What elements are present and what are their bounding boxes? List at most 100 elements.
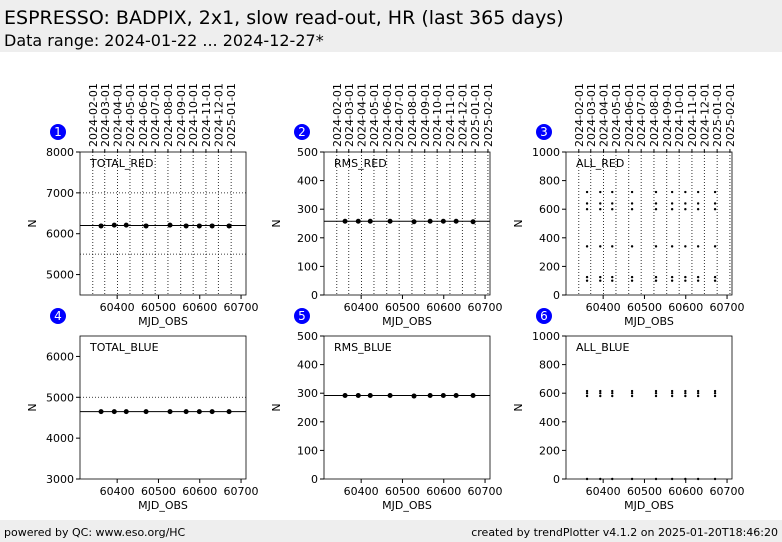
y-tick-label: 200 — [539, 444, 560, 457]
y-tick-label: 6000 — [46, 228, 74, 241]
x-axis-label: MJD_OBS — [138, 315, 188, 328]
data-point — [630, 389, 634, 393]
data-point — [611, 190, 614, 194]
data-point — [670, 279, 674, 282]
top-tick-label: 2024-07-01 — [393, 83, 406, 147]
plot-frame — [565, 151, 733, 296]
data-point — [123, 222, 129, 228]
data-point — [654, 394, 658, 398]
panel-badge — [50, 124, 66, 140]
top-tick-label: 2024-06-01 — [381, 83, 394, 147]
panel-number: 2 — [298, 125, 306, 139]
data-point — [713, 389, 717, 393]
header-band — [0, 0, 782, 52]
x-axis-label: MJD_OBS — [382, 315, 432, 328]
data-point — [611, 477, 614, 481]
data-point — [123, 409, 129, 415]
top-tick-label: 2024-11-01 — [444, 83, 457, 147]
top-tick-label: 2024-08-01 — [648, 83, 661, 147]
top-tick-label: 2024-05-01 — [610, 83, 623, 147]
data-point — [585, 208, 589, 211]
panel-badge — [536, 124, 552, 140]
y-axis-label: N — [270, 219, 283, 227]
x-tick-label: 60500 — [627, 301, 662, 314]
panel-label: RMS_RED — [334, 157, 387, 170]
y-tick-label: 7000 — [46, 187, 74, 200]
data-point — [342, 218, 348, 224]
x-axis-label: MJD_OBS — [382, 499, 432, 512]
data-point — [167, 222, 173, 228]
data-point — [654, 275, 658, 279]
y-tick-label: 600 — [539, 203, 560, 216]
data-point — [696, 190, 700, 194]
data-point — [453, 218, 459, 224]
data-point — [654, 202, 658, 205]
data-point — [453, 392, 459, 398]
x-axis-label: MJD_OBS — [624, 499, 674, 512]
top-tick-label: 2024-10-01 — [187, 83, 200, 147]
data-point — [585, 275, 589, 279]
data-point — [387, 392, 393, 398]
x-tick-label: 60500 — [141, 485, 176, 498]
data-point — [599, 202, 602, 205]
data-point — [654, 477, 658, 481]
data-point — [611, 275, 614, 279]
data-point — [440, 218, 446, 224]
data-point — [387, 218, 393, 224]
top-tick-label: 2025-01-01 — [711, 83, 724, 147]
data-point — [585, 389, 589, 393]
top-tick-label: 2024-03-01 — [343, 83, 356, 147]
data-point — [611, 392, 614, 395]
top-tick-label: 2024-04-01 — [112, 83, 125, 147]
data-point — [611, 394, 614, 398]
plot-frame — [323, 151, 491, 296]
x-tick-label: 60500 — [385, 485, 420, 498]
panel-number: 5 — [298, 309, 306, 323]
x-tick-label: 60600 — [182, 485, 217, 498]
y-tick-label: 3000 — [46, 473, 74, 486]
data-point — [411, 219, 417, 225]
y-tick-label: 100 — [297, 260, 318, 273]
x-tick-label: 60500 — [141, 301, 176, 314]
data-point — [167, 409, 173, 415]
y-tick-label: 0 — [553, 473, 560, 486]
top-tick-label: 2024-02-01 — [573, 83, 586, 147]
top-tick-label: 2024-04-01 — [356, 83, 369, 147]
data-point — [713, 202, 717, 205]
data-point — [470, 392, 476, 398]
data-point — [630, 190, 634, 194]
x-tick-label: 60700 — [224, 485, 259, 498]
panel-label: ALL_RED — [576, 157, 624, 170]
y-tick-label: 1000 — [532, 146, 560, 159]
data-point — [611, 389, 614, 393]
data-point — [611, 279, 614, 282]
data-point — [713, 245, 717, 248]
y-axis-label: N — [512, 219, 525, 227]
x-tick-label: 60600 — [668, 301, 703, 314]
data-point — [670, 202, 674, 205]
data-point — [143, 409, 149, 415]
data-point — [599, 279, 602, 282]
y-axis-label: N — [26, 403, 39, 411]
y-tick-label: 400 — [297, 175, 318, 188]
data-point — [684, 245, 687, 248]
data-point — [367, 392, 373, 398]
y-tick-label: 5000 — [46, 391, 74, 404]
x-tick-label: 60700 — [710, 301, 745, 314]
x-tick-label: 60700 — [468, 485, 503, 498]
data-point — [599, 190, 602, 194]
data-point — [696, 394, 700, 398]
data-point — [696, 275, 700, 279]
top-tick-label: 2024-12-01 — [456, 83, 469, 147]
top-tick-label: 2024-03-01 — [585, 83, 598, 147]
data-point — [585, 202, 589, 205]
y-tick-label: 200 — [297, 416, 318, 429]
x-tick-label: 60400 — [586, 301, 621, 314]
data-point — [696, 477, 700, 481]
x-axis-label: MJD_OBS — [624, 315, 674, 328]
data-point — [670, 477, 674, 481]
top-tick-label: 2024-02-01 — [87, 83, 100, 147]
data-point — [611, 208, 614, 211]
data-point — [670, 392, 674, 395]
data-point — [696, 245, 700, 248]
